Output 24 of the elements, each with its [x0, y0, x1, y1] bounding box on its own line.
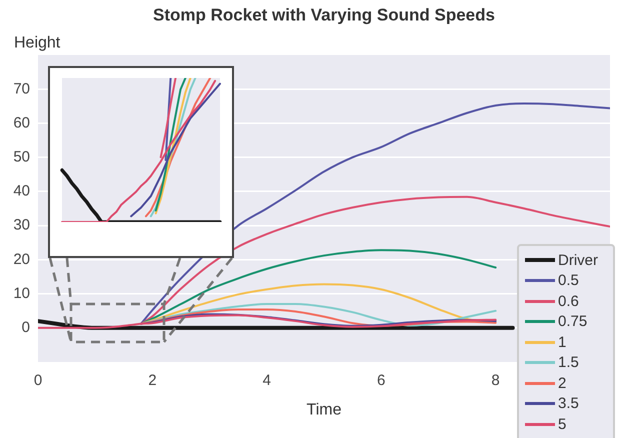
legend-label: 0.75 — [558, 313, 588, 330]
y-tick-label: 40 — [13, 182, 30, 200]
y-tick-label: 30 — [13, 216, 30, 234]
y-tick-label: 50 — [13, 148, 30, 166]
legend-label: 5 — [558, 416, 566, 433]
legend-label: 3.5 — [558, 395, 579, 412]
x-tick-label: 2 — [148, 372, 157, 390]
y-tick-label: 70 — [13, 80, 30, 98]
y-tick-label: 0 — [22, 319, 30, 336]
y-tick-label: 20 — [13, 250, 30, 268]
legend-label: 1.5 — [558, 354, 579, 372]
x-tick-label: 8 — [491, 372, 500, 390]
x-tick-label: 4 — [262, 372, 271, 390]
legend-label: 0.6 — [558, 292, 579, 310]
x-tick-label: 6 — [377, 372, 386, 390]
y-tick-label: 60 — [13, 114, 30, 132]
legend-label: 1 — [558, 334, 566, 351]
legend-label: 0.5 — [558, 272, 579, 290]
chart-title: Stomp Rocket with Varying Sound Speeds — [153, 6, 495, 25]
legend-label: Driver — [558, 252, 598, 269]
x-axis-title: Time — [306, 401, 342, 418]
y-tick-label: 10 — [13, 284, 30, 302]
y-axis-title: Height — [14, 34, 61, 52]
x-tick-label: 0 — [34, 372, 42, 390]
